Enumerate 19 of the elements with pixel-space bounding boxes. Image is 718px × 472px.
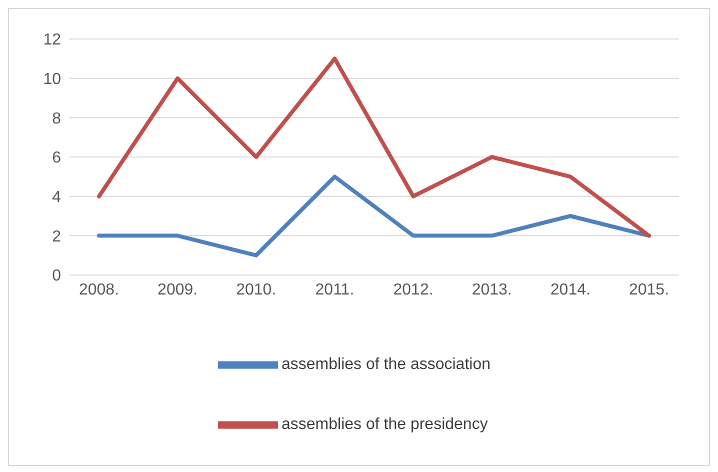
y-tick-label: 6 <box>52 150 62 167</box>
y-tick-label: 2 <box>52 228 62 246</box>
line-series <box>97 56 651 238</box>
y-tick-label: 0 <box>52 268 62 285</box>
y-tick-label: 8 <box>52 110 62 128</box>
y-tick-label: 4 <box>52 189 62 206</box>
legend-label: assemblies of the association <box>282 356 490 374</box>
x-tick-label: 2011. <box>315 281 354 298</box>
x-tick-label: 2013. <box>472 281 512 298</box>
legend-label: assemblies of the presidency <box>282 416 488 434</box>
x-tick-label: 2012. <box>393 281 434 298</box>
x-tick-label: 2015. <box>628 281 670 298</box>
x-tick-label: 2010. <box>236 281 276 298</box>
y-tick-label: 10 <box>43 71 62 88</box>
x-tick-label: 2008. <box>78 281 120 298</box>
x-tick-label: 2014. <box>550 281 590 298</box>
y-tick-label: 12 <box>43 32 62 49</box>
line-series <box>97 174 651 258</box>
x-tick-label: 2009. <box>158 281 198 298</box>
